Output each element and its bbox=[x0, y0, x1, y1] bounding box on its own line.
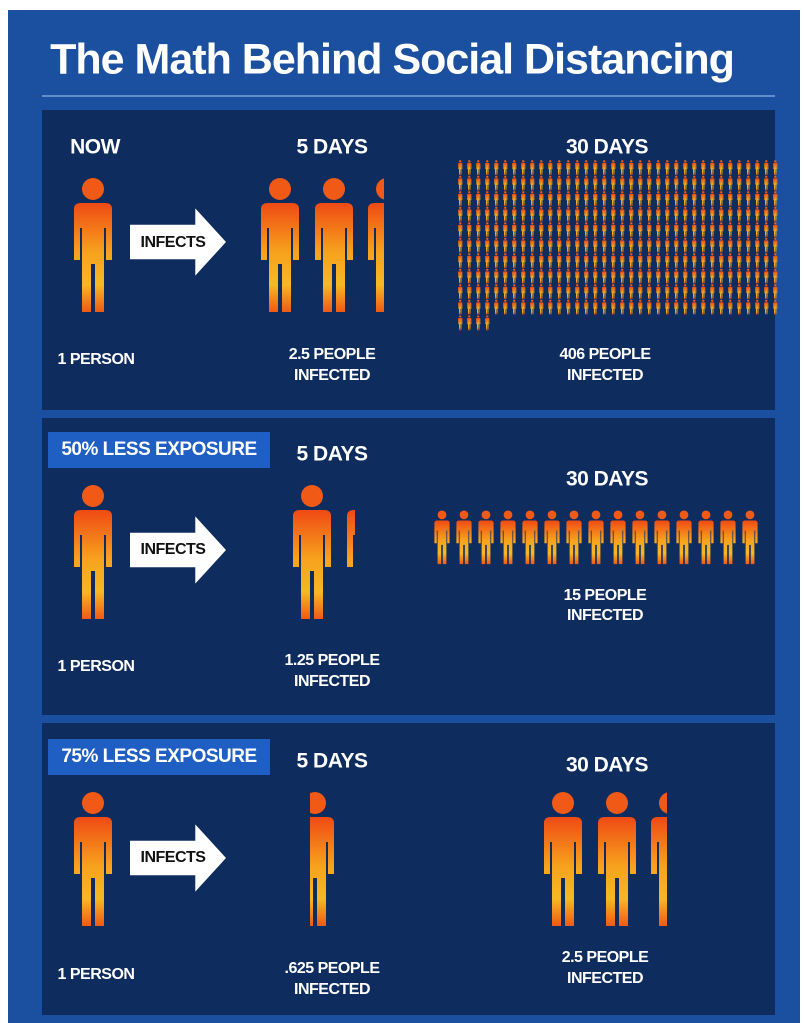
icon-grid bbox=[456, 160, 780, 315]
day30-label: 30 DAYS bbox=[566, 136, 649, 159]
title: The Math Behind Social Distancing bbox=[50, 35, 734, 83]
day30-caption: INFECTED bbox=[567, 970, 643, 987]
day5-caption: 2.5 PEOPLE bbox=[289, 346, 376, 363]
day5-caption: .625 PEOPLE bbox=[285, 960, 381, 977]
icon-grid bbox=[456, 316, 492, 332]
day30-caption: INFECTED bbox=[567, 607, 643, 624]
day5-caption: 1.25 PEOPLE bbox=[285, 652, 381, 669]
day5-caption: INFECTED bbox=[294, 673, 370, 690]
day30-caption: 15 PEOPLE bbox=[564, 587, 647, 604]
exposure-label: 75% LESS EXPOSURE bbox=[61, 746, 256, 767]
day5-caption: INFECTED bbox=[294, 981, 370, 998]
arrow-label: INFECTS bbox=[141, 541, 207, 558]
day30-caption: 2.5 PEOPLE bbox=[562, 949, 649, 966]
day5-caption: INFECTED bbox=[294, 367, 370, 384]
day30-caption: INFECTED bbox=[567, 367, 643, 384]
panel: 50% LESS EXPOSURE INFECTS 1 PERSON 5 DAY… bbox=[42, 418, 775, 715]
infographic: The Math Behind Social Distancing NOW IN… bbox=[0, 0, 804, 1023]
exposure-label: 50% LESS EXPOSURE bbox=[61, 439, 256, 460]
arrow-label: INFECTS bbox=[141, 234, 207, 251]
day30-label: 30 DAYS bbox=[566, 754, 649, 777]
day30-caption: 406 PEOPLE bbox=[559, 346, 651, 363]
day5-label: 5 DAYS bbox=[297, 136, 368, 159]
panel: 75% LESS EXPOSURE INFECTS 1 PERSON 5 DAY… bbox=[42, 723, 775, 1015]
start-label: NOW bbox=[70, 136, 121, 159]
start-caption: 1 PERSON bbox=[58, 966, 135, 983]
arrow-label: INFECTS bbox=[141, 849, 207, 866]
start-caption: 1 PERSON bbox=[58, 351, 135, 368]
day30-label: 30 DAYS bbox=[566, 468, 649, 491]
start-caption: 1 PERSON bbox=[58, 658, 135, 675]
panel: NOW INFECTS 1 PERSON 5 DAYS 2.5 PEOPLE I… bbox=[42, 110, 780, 410]
day5-label: 5 DAYS bbox=[297, 443, 368, 466]
day5-label: 5 DAYS bbox=[297, 750, 368, 773]
